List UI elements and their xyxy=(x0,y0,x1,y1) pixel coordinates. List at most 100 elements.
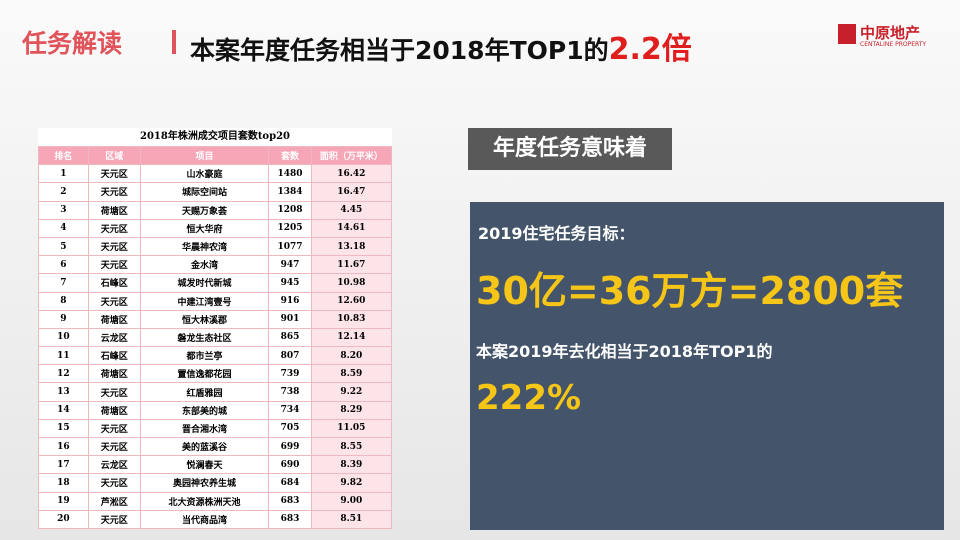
cell: 684 xyxy=(268,473,312,493)
table-row: 9 荷塘区 恒大林溪郡 901 10.83 xyxy=(38,309,393,329)
cell: 悦澜春天 xyxy=(139,455,270,475)
section-title: 任务解读 xyxy=(22,29,123,58)
cell: 16.42 xyxy=(310,164,393,184)
cell: 15 xyxy=(38,418,89,439)
cell: 10.83 xyxy=(310,309,393,329)
cell: 12.14 xyxy=(310,327,393,348)
cell: 19 xyxy=(38,491,89,511)
cell: 947 xyxy=(268,255,312,275)
title: 本案年度任务相当于2018年TOP1的2.2倍 xyxy=(190,24,692,68)
cell: 2 xyxy=(38,182,89,202)
cell: 天元区 xyxy=(87,436,141,457)
panel: 2019住宅任务目标： 30亿=36万方=2800套 本案2019年去化相当于2… xyxy=(470,202,944,530)
table-row: 13 天元区 红盾雅园 738 9.22 xyxy=(38,382,393,402)
cell: 699 xyxy=(268,436,312,457)
cell: 1 xyxy=(38,164,89,184)
cell: 磐龙生态社区 xyxy=(139,327,270,348)
cell: 11 xyxy=(38,346,89,366)
panel-label: 年度任务意味着 xyxy=(468,128,672,170)
cell: 7 xyxy=(38,273,89,293)
cell: 1208 xyxy=(268,200,312,220)
table-row: 3 荷塘区 天赐万象荟 1208 4.45 xyxy=(38,200,393,220)
cell: 金水湾 xyxy=(139,255,270,275)
cell: 天元区 xyxy=(87,509,141,529)
cell: 天元区 xyxy=(87,418,141,439)
column-header: 项目 xyxy=(139,145,270,166)
cell: 中建江湾壹号 xyxy=(139,291,270,311)
cell: 13 xyxy=(38,382,89,402)
cell: 山水豪庭 xyxy=(139,164,270,184)
table-row: 14 荷塘区 东部美的城 734 8.29 xyxy=(38,400,393,420)
table-row: 4 天元区 恒大华府 1205 14.61 xyxy=(38,218,393,238)
cell: 北大资源株洲天池 xyxy=(139,491,270,511)
cell: 865 xyxy=(268,327,312,348)
cell: 17 xyxy=(38,455,89,475)
cell: 8.51 xyxy=(310,509,393,529)
cell: 当代商品湾 xyxy=(139,509,270,529)
table-row: 12 荷塘区 置信逸都花园 739 8.59 xyxy=(38,364,393,384)
table-row: 7 石峰区 城发时代新城 945 10.98 xyxy=(38,273,393,293)
table-row: 6 天元区 金水湾 947 11.67 xyxy=(38,255,393,275)
cell: 置信逸都花园 xyxy=(139,364,270,384)
cell: 荷塘区 xyxy=(87,400,141,420)
column-header: 排名 xyxy=(38,145,89,166)
cell: 8.55 xyxy=(310,436,393,457)
cell: 天元区 xyxy=(87,473,141,493)
cell: 945 xyxy=(268,273,312,293)
goal: 30亿=36万方=2800套 xyxy=(476,269,904,313)
title-highlight: 2.2倍 xyxy=(608,32,692,67)
compare: 222% xyxy=(476,378,582,418)
cell: 天元区 xyxy=(87,164,141,184)
cell: 石峰区 xyxy=(87,346,141,366)
cell: 荷塘区 xyxy=(87,364,141,384)
cell: 云龙区 xyxy=(87,455,141,475)
cell: 天元区 xyxy=(87,255,141,275)
cell: 16.47 xyxy=(310,182,393,202)
table-row: 15 天元区 晋合湘水湾 705 11.05 xyxy=(38,418,393,439)
table-wrap: 2018年株洲成交项目套数top20 排名 区域 项目 套数 面积（万平米） 1 天元区 山水… xyxy=(38,128,393,529)
cell: 1384 xyxy=(268,182,312,202)
cell: 705 xyxy=(268,418,312,439)
cell: 天赐万象荟 xyxy=(139,200,270,220)
logo-sub: CENTALINE PROPERTY xyxy=(860,41,927,48)
cell: 天元区 xyxy=(87,236,141,257)
cell: 1205 xyxy=(268,218,312,238)
cell: 1077 xyxy=(268,236,312,257)
cell: 739 xyxy=(268,364,312,384)
cell: 4 xyxy=(38,218,89,238)
cell: 18 xyxy=(38,473,89,493)
cell: 8 xyxy=(38,291,89,311)
column-header: 面积（万平米） xyxy=(310,145,393,166)
table-row: 18 天元区 奥园神农养生城 684 9.82 xyxy=(38,473,393,493)
cell: 916 xyxy=(268,291,312,311)
table-row: 5 天元区 华晨神农湾 1077 13.18 xyxy=(38,236,393,257)
title-text: 本案年度任务相当于2018年TOP1的 xyxy=(190,36,609,65)
cell: 13.18 xyxy=(310,236,393,257)
cell: 东部美的城 xyxy=(139,400,270,420)
cell: 9 xyxy=(38,309,89,329)
cell: 城发时代新城 xyxy=(139,273,270,293)
cell: 807 xyxy=(268,346,312,366)
cell: 690 xyxy=(268,455,312,475)
cell: 12.60 xyxy=(310,291,393,311)
cell: 10 xyxy=(38,327,89,348)
cell: 天元区 xyxy=(87,218,141,238)
cell: 8.59 xyxy=(310,364,393,384)
cell: 3 xyxy=(38,200,89,220)
cell: 1480 xyxy=(268,164,312,184)
cell: 12 xyxy=(38,364,89,384)
logo-icon xyxy=(838,24,856,44)
table-row: 19 芦淞区 北大资源株洲天池 683 9.00 xyxy=(38,491,393,511)
cell: 荷塘区 xyxy=(87,309,141,329)
cell: 华晨神农湾 xyxy=(139,236,270,257)
cell: 14 xyxy=(38,400,89,420)
cell: 城际空间站 xyxy=(139,182,270,202)
cell: 901 xyxy=(268,309,312,329)
cell: 11.05 xyxy=(310,418,393,439)
goal-label: 2019住宅任务目标： xyxy=(478,224,635,243)
cell: 10.98 xyxy=(310,273,393,293)
cell: 9.00 xyxy=(310,491,393,511)
table-title: 2018年株洲成交项目套数top20 xyxy=(139,131,291,142)
separator xyxy=(172,30,176,54)
